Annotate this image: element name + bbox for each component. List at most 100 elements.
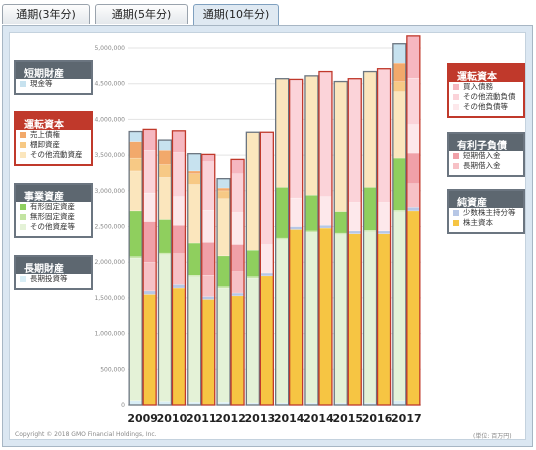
legend-item-label: 現金等 bbox=[30, 79, 53, 88]
liability-bar-outline bbox=[288, 78, 304, 406]
y-tick-label: 4,500,000 bbox=[94, 81, 125, 88]
liability-bar-segment bbox=[172, 196, 186, 226]
liability-bar-segment bbox=[289, 79, 303, 198]
legend-title: 短期財産 bbox=[16, 62, 91, 80]
asset-bar-segment bbox=[158, 254, 172, 402]
liability-bar-segment bbox=[172, 130, 186, 153]
y-tick-label: 1,500,000 bbox=[94, 295, 125, 302]
asset-bar-segment bbox=[304, 232, 318, 403]
legend-item-label: 少数株主持分等 bbox=[463, 208, 516, 217]
legend-item-label: その他資産等 bbox=[30, 222, 75, 231]
liability-bar-outline bbox=[406, 35, 421, 406]
asset-bar-segment bbox=[363, 71, 377, 188]
unit-label: (単位: 百万円) bbox=[473, 433, 512, 440]
legend-item: その他流動資産 bbox=[16, 150, 91, 160]
legend-item-label: 棚卸資産 bbox=[30, 140, 60, 149]
asset-bar-segment bbox=[363, 230, 377, 232]
liability-bar-segment bbox=[201, 210, 215, 243]
legend-swatch bbox=[453, 84, 459, 90]
asset-bar-segment bbox=[158, 164, 172, 178]
asset-bar-segment bbox=[129, 256, 143, 258]
liability-bar-segment bbox=[348, 233, 362, 405]
liability-bar-segment bbox=[377, 230, 391, 234]
legend-item: 売上債権 bbox=[16, 130, 91, 140]
legend-item: 少数株主持分等 bbox=[449, 208, 523, 218]
liability-bar-segment bbox=[231, 295, 245, 405]
legend-title: 有利子負債 bbox=[449, 134, 523, 152]
liability-bar-segment bbox=[260, 244, 274, 273]
asset-bar-segment bbox=[392, 400, 406, 405]
asset-bar-segment bbox=[217, 255, 231, 287]
x-tick-label: 2013 bbox=[245, 412, 276, 425]
asset-bar-outline bbox=[304, 75, 319, 406]
x-tick-label: 2012 bbox=[215, 412, 246, 425]
chart-panel: 0 500,000 1,000,000 1,500,000 2,000,000 2,500… bbox=[9, 32, 526, 440]
legend-swatch bbox=[453, 220, 459, 226]
x-tick-label: 2011 bbox=[186, 412, 217, 425]
asset-bar-outline bbox=[362, 70, 378, 406]
y-tick-label: 500,000 bbox=[100, 366, 125, 373]
legend-swatch bbox=[453, 163, 459, 169]
liability-bar-segment bbox=[406, 152, 420, 184]
liability-bar-segment bbox=[289, 197, 303, 227]
asset-bar-segment bbox=[129, 400, 143, 405]
legend-item: 長期借入金 bbox=[449, 161, 523, 171]
legend-working-capital-assets: 運転資本 売上債権 棚卸資産 その他流動資産 bbox=[14, 111, 93, 166]
asset-bar-outline bbox=[157, 139, 173, 406]
asset-bar-segment bbox=[187, 402, 201, 405]
tab-10-years[interactable]: 通期(10年分) bbox=[193, 4, 279, 26]
liability-bar-segment bbox=[318, 227, 332, 405]
liability-bar-segment bbox=[172, 225, 186, 254]
legend-item-label: その他負債等 bbox=[463, 102, 508, 111]
legend-title: 運転資本 bbox=[16, 113, 91, 131]
legend-swatch bbox=[20, 224, 26, 230]
y-tick-label: 4,000,000 bbox=[94, 116, 125, 123]
asset-bar-segment bbox=[334, 81, 348, 212]
liability-bar-segment bbox=[143, 192, 157, 222]
legend-interest-bearing-debt: 有利子負債 短期借入金 長期借入金 bbox=[447, 132, 525, 177]
balance-sheet-chart: 0 500,000 1,000,000 1,500,000 2,000,000 2,500… bbox=[94, 35, 422, 425]
asset-bar-segment bbox=[246, 132, 260, 251]
legend-title: 事業資産 bbox=[16, 185, 91, 203]
liability-bar-outline bbox=[142, 128, 157, 406]
x-tick-label: 2015 bbox=[332, 412, 363, 425]
legend-swatch bbox=[453, 210, 459, 216]
y-tick-label: 0 bbox=[121, 402, 125, 409]
liability-bar-outline bbox=[347, 78, 362, 406]
asset-bar-segment bbox=[158, 219, 172, 253]
copyright-text: Copyright © 2018 GMO Financial Holdings,… bbox=[15, 431, 157, 438]
liability-bar-segment bbox=[318, 225, 332, 228]
legend-item: 株主資本 bbox=[449, 218, 523, 228]
legend-item-label: 長期借入金 bbox=[463, 161, 501, 170]
legend-swatch bbox=[20, 142, 26, 148]
asset-bar-segment bbox=[304, 195, 318, 231]
asset-bar-segment bbox=[275, 78, 289, 188]
y-tick-label: 5,000,000 bbox=[94, 45, 125, 52]
liability-bar-segment bbox=[201, 275, 215, 297]
legend-item-label: 売上債権 bbox=[30, 130, 60, 139]
asset-bar-outline bbox=[392, 43, 407, 406]
liability-bar-segment bbox=[260, 132, 274, 245]
liability-bar-outline bbox=[259, 131, 275, 406]
asset-bar-outline bbox=[333, 80, 348, 406]
liability-bar-segment bbox=[377, 68, 391, 203]
asset-bar-segment bbox=[363, 231, 377, 403]
liability-bar-segment bbox=[260, 275, 274, 405]
asset-bar-segment bbox=[392, 62, 406, 82]
asset-bar-segment bbox=[304, 402, 318, 405]
asset-bar-segment bbox=[275, 402, 289, 405]
legend-item: その他負債等 bbox=[449, 102, 523, 112]
liability-bar-segment bbox=[201, 154, 215, 162]
legend-swatch bbox=[453, 94, 459, 100]
asset-bar-segment bbox=[158, 140, 172, 151]
asset-bar-segment bbox=[217, 402, 231, 405]
x-tick-label: 2014 bbox=[274, 412, 305, 425]
liability-bar-segment bbox=[406, 77, 420, 125]
asset-bar-segment bbox=[246, 250, 260, 277]
tab-3-years[interactable]: 通期(3年分) bbox=[2, 4, 90, 24]
liability-bar-segment bbox=[143, 150, 157, 193]
y-tick-label: 1,000,000 bbox=[94, 331, 125, 338]
x-tick-label: 2014 bbox=[303, 412, 334, 425]
tab-5-years[interactable]: 通期(5年分) bbox=[95, 4, 188, 24]
asset-bar-segment bbox=[304, 230, 318, 233]
